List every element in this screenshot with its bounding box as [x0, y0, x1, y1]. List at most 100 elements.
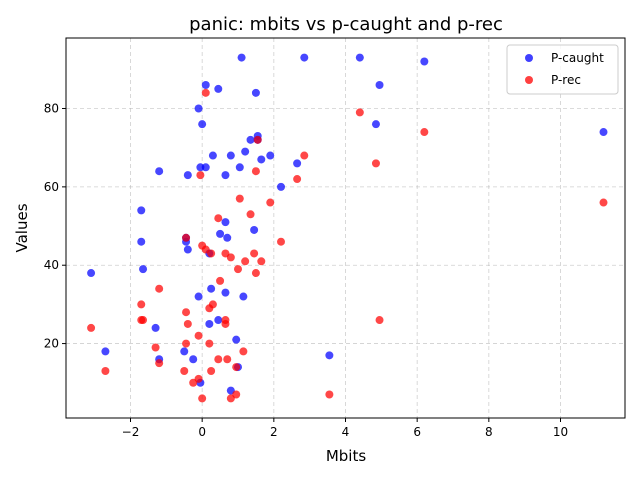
- data-point-p-rec: [223, 355, 232, 364]
- data-point-p-caught: [221, 218, 230, 227]
- data-point-p-rec: [253, 135, 262, 144]
- data-point-p-caught: [151, 323, 160, 332]
- legend: P-caught P-rec: [506, 44, 619, 95]
- data-point-p-caught: [300, 53, 309, 62]
- data-point-p-caught: [375, 81, 384, 90]
- data-point-p-rec: [355, 108, 364, 117]
- legend-marker-p-caught: [525, 54, 533, 62]
- data-point-p-rec: [371, 159, 380, 168]
- data-point-p-rec: [196, 171, 205, 180]
- data-point-p-caught: [194, 104, 203, 113]
- data-point-p-rec: [226, 253, 235, 262]
- data-point-p-caught: [183, 245, 192, 254]
- data-point-p-rec: [155, 359, 164, 368]
- data-point-p-caught: [266, 151, 275, 160]
- y-axis-label: Values: [13, 203, 31, 252]
- data-point-p-rec: [241, 257, 250, 266]
- data-point-p-rec: [214, 214, 223, 223]
- x-tick-label: 4: [342, 425, 350, 439]
- data-point-p-caught: [221, 171, 230, 180]
- data-point-p-caught: [183, 171, 192, 180]
- data-point-p-caught: [250, 225, 259, 234]
- data-point-p-caught: [208, 151, 217, 160]
- x-tick-label: 8: [485, 425, 493, 439]
- data-point-p-caught: [101, 347, 110, 356]
- data-point-p-rec: [205, 339, 214, 348]
- x-tick-label: 0: [198, 425, 206, 439]
- data-point-p-caught: [235, 163, 244, 172]
- data-point-p-rec: [182, 233, 191, 242]
- data-point-p-rec: [180, 366, 189, 375]
- data-point-p-rec: [246, 210, 255, 219]
- data-point-p-caught: [87, 269, 96, 278]
- data-point-p-caught: [214, 316, 223, 325]
- data-point-p-caught: [371, 120, 380, 129]
- data-point-p-rec: [208, 300, 217, 309]
- data-point-p-rec: [207, 366, 216, 375]
- data-point-p-rec: [214, 355, 223, 364]
- data-point-p-rec: [101, 366, 110, 375]
- data-point-p-caught: [223, 233, 232, 242]
- data-point-p-rec: [235, 194, 244, 203]
- legend-box: [506, 44, 619, 95]
- data-point-p-rec: [420, 128, 429, 137]
- data-point-p-rec: [183, 319, 192, 328]
- data-point-p-caught: [205, 319, 214, 328]
- grid-lines: [66, 38, 625, 418]
- data-point-p-rec: [139, 316, 148, 325]
- y-tick-label: 20: [44, 337, 59, 351]
- data-point-p-rec: [251, 167, 260, 176]
- data-point-p-rec: [300, 151, 309, 160]
- data-point-p-caught: [180, 347, 189, 356]
- x-tick-label: −2: [122, 425, 140, 439]
- x-tick-label: 10: [553, 425, 568, 439]
- data-point-p-rec: [257, 257, 266, 266]
- data-point-p-rec: [151, 343, 160, 352]
- data-point-p-rec: [216, 276, 225, 285]
- data-point-p-caught: [293, 159, 302, 168]
- x-axis-ticks: −2 0 2 4 6 8 10: [122, 418, 568, 439]
- data-point-p-rec: [137, 300, 146, 309]
- x-tick-label: 2: [270, 425, 278, 439]
- data-point-p-caught: [216, 229, 225, 238]
- data-point-p-caught: [194, 292, 203, 301]
- data-point-p-rec: [182, 308, 191, 317]
- data-point-p-rec: [207, 249, 216, 258]
- data-point-p-rec: [234, 265, 242, 274]
- data-point-p-caught: [420, 57, 429, 66]
- y-tick-label: 40: [44, 258, 59, 272]
- data-point-p-rec: [232, 363, 241, 372]
- data-point-p-caught: [237, 53, 246, 62]
- data-point-p-caught: [207, 284, 216, 293]
- data-point-p-rec: [155, 284, 164, 293]
- data-point-p-caught: [325, 351, 334, 360]
- data-point-p-caught: [239, 292, 248, 301]
- data-point-p-rec: [194, 331, 203, 340]
- data-point-p-caught: [355, 53, 364, 62]
- legend-marker-p-rec: [525, 76, 533, 84]
- data-point-p-caught: [277, 182, 285, 191]
- data-point-p-caught: [198, 120, 207, 129]
- data-point-p-rec: [239, 347, 248, 356]
- data-point-p-caught: [599, 128, 608, 137]
- data-point-p-rec: [266, 198, 275, 207]
- data-point-p-caught: [139, 265, 148, 274]
- data-point-p-caught: [232, 335, 241, 344]
- data-point-p-rec: [375, 316, 384, 325]
- x-tick-label: 6: [413, 425, 421, 439]
- data-point-p-rec: [293, 175, 302, 184]
- data-point-p-caught: [201, 163, 210, 172]
- legend-label-p-rec: P-rec: [551, 73, 581, 87]
- data-point-p-caught: [137, 237, 146, 246]
- data-point-p-caught: [221, 288, 230, 297]
- x-axis-label: Mbits: [326, 447, 367, 465]
- data-point-p-rec: [277, 237, 285, 246]
- data-point-p-caught: [189, 355, 198, 364]
- data-point-p-rec: [221, 316, 230, 325]
- data-point-p-rec: [198, 394, 207, 403]
- data-point-p-rec: [232, 390, 241, 399]
- data-point-p-caught: [201, 81, 210, 90]
- data-point-p-rec: [250, 249, 259, 258]
